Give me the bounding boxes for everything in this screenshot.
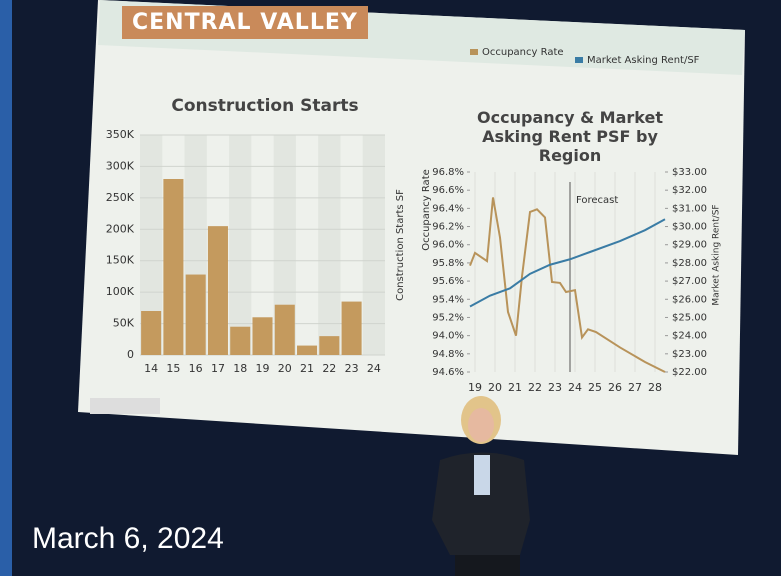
bar — [319, 336, 339, 355]
legend-label: Market Asking Rent/SF — [587, 55, 700, 66]
date-caption: March 6, 2024 — [32, 522, 224, 556]
bar — [230, 327, 250, 355]
y-tick-label: 95.8% — [432, 258, 464, 269]
bar — [163, 179, 183, 355]
y2-tick-label: $26.00 — [672, 294, 707, 305]
bar — [342, 302, 362, 355]
chart-title: Occupancy & Market Asking Rent PSF by Re… — [455, 108, 685, 165]
x-tick-label: 21 — [508, 381, 522, 394]
presenter-shirt — [474, 455, 490, 495]
y-tick-label: 350K — [106, 128, 135, 141]
y-tick-label: 100K — [106, 285, 135, 298]
x-tick-label: 23 — [548, 381, 562, 394]
legend-swatch — [470, 49, 478, 55]
y-tick-label: 96.4% — [432, 203, 464, 214]
legend-label: Occupancy Rate — [482, 47, 564, 58]
x-tick-label: 24 — [568, 381, 582, 394]
page: 0 50K 100K 150K 200K 250K 300K 350K 14 15 16 17 18 19… — [0, 0, 781, 576]
chart-title: Construction Starts — [160, 96, 370, 116]
y-tick-label: 96.6% — [432, 185, 464, 196]
y2-tick-label: $33.00 — [672, 167, 707, 178]
x-tick-label: 22 — [322, 362, 336, 375]
bar — [252, 317, 272, 355]
y-tick-label: 94.0% — [432, 331, 464, 342]
y-axis-label: Construction Starts SF — [395, 189, 406, 301]
y-tick-label: 94.6% — [432, 367, 464, 378]
x-tick-label: 18 — [233, 362, 247, 375]
y-tick-label: 200K — [106, 222, 135, 235]
y-tick-label: 94.8% — [432, 349, 464, 360]
x-tick-label: 20 — [488, 381, 502, 394]
x-tick-label: 27 — [628, 381, 642, 394]
presenter-legs — [455, 555, 520, 576]
y2-tick-label: $22.00 — [672, 367, 707, 378]
x-tick-label: 22 — [528, 381, 542, 394]
bar — [297, 346, 317, 355]
x-tick-label: 15 — [166, 362, 180, 375]
y-tick-label: 96.8% — [432, 167, 464, 178]
bar — [141, 311, 161, 355]
annotation: Forecast — [576, 195, 618, 206]
y-tick-label: 50K — [113, 317, 135, 330]
y-tick-label: 0 — [127, 348, 134, 361]
bar — [208, 226, 228, 355]
y-tick-label: 150K — [106, 254, 135, 267]
y-tick-label: 96.2% — [432, 222, 464, 233]
y2-tick-label: $31.00 — [672, 203, 707, 214]
x-tick-label: 19 — [468, 381, 482, 394]
y2-tick-label: $24.00 — [672, 331, 707, 342]
wall-light — [0, 0, 12, 576]
y2-tick-label: $23.00 — [672, 349, 707, 360]
x-tick-label: 26 — [608, 381, 622, 394]
x-tick-label: 16 — [189, 362, 203, 375]
x-tick-label: 14 — [144, 362, 158, 375]
presenter-face — [468, 408, 494, 442]
y2-axis-label: Market Asking Rent/SF — [712, 204, 722, 305]
y-tick-label: 95.2% — [432, 312, 464, 323]
bar — [186, 275, 206, 355]
y2-tick-label: $29.00 — [672, 240, 707, 251]
x-tick-label: 23 — [345, 362, 359, 375]
band-stripe — [229, 135, 251, 355]
legend-swatch — [575, 57, 583, 63]
band-stripe — [363, 135, 385, 355]
bar — [275, 305, 295, 355]
y-axis-label: Occupancy Rate — [421, 169, 432, 251]
y2-tick-label: $28.00 — [672, 258, 707, 269]
x-tick-label: 28 — [648, 381, 662, 394]
x-tick-label: 25 — [588, 381, 602, 394]
toolbar — [90, 398, 160, 414]
x-tick-label: 20 — [278, 362, 292, 375]
y2-tick-label: $30.00 — [672, 222, 707, 233]
slide-header: CENTRAL VALLEY — [122, 6, 368, 39]
y2-tick-label: $27.00 — [672, 276, 707, 287]
x-tick-label: 17 — [211, 362, 225, 375]
band-stripe — [318, 135, 340, 355]
x-tick-label: 21 — [300, 362, 314, 375]
y2-tick-label: $25.00 — [672, 312, 707, 323]
x-tick-label: 24 — [367, 362, 381, 375]
y-tick-label: 95.6% — [432, 276, 464, 287]
x-tick-label: 19 — [256, 362, 270, 375]
y-tick-label: 95.4% — [432, 294, 464, 305]
y-tick-label: 250K — [106, 191, 135, 204]
scene: 0 50K 100K 150K 200K 250K 300K 350K 14 15 16 17 18 19… — [0, 0, 781, 576]
y-tick-label: 300K — [106, 159, 135, 172]
y2-tick-label: $32.00 — [672, 185, 707, 196]
y-tick-label: 96.0% — [432, 240, 464, 251]
